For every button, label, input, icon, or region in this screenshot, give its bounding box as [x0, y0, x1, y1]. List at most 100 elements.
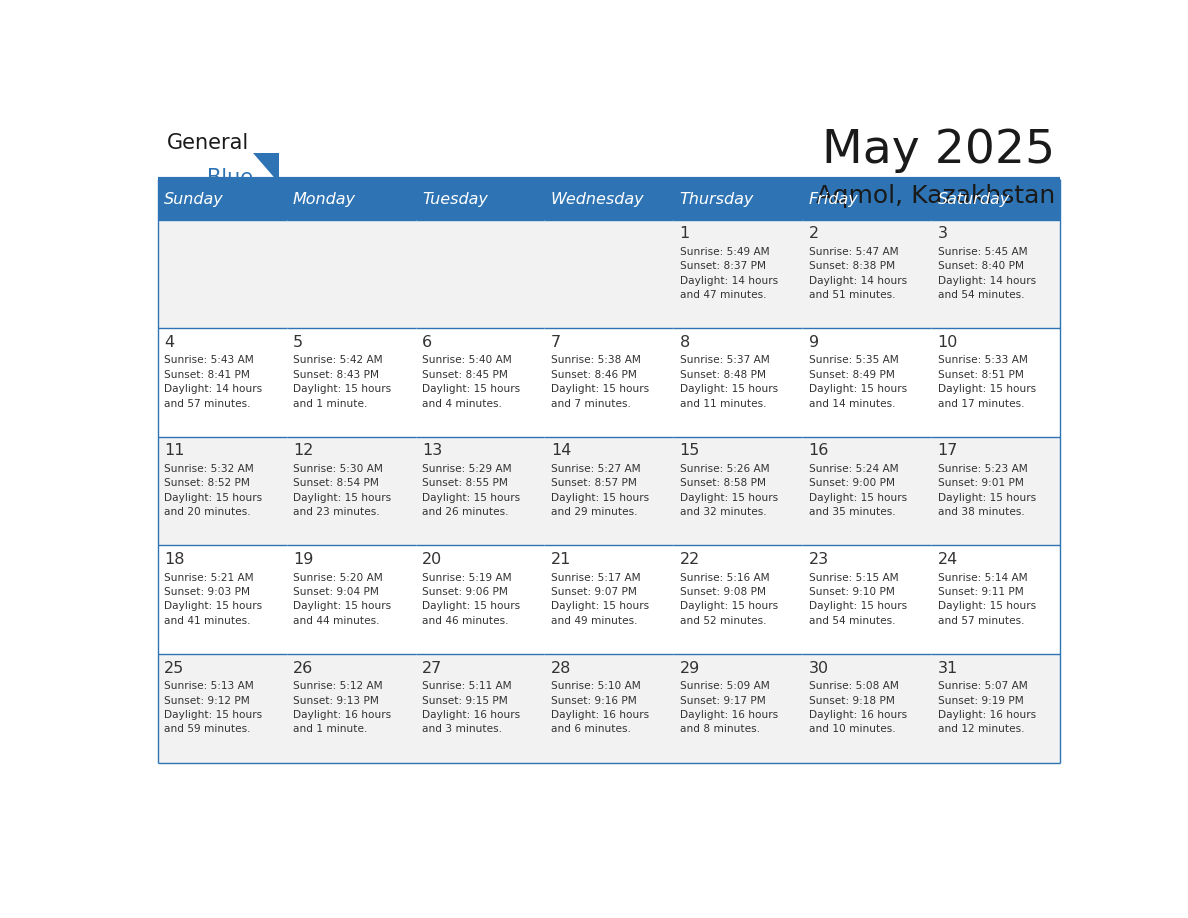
- Bar: [674, 329, 802, 437]
- Text: Sunrise: 5:10 AM
Sunset: 9:16 PM
Daylight: 16 hours
and 6 minutes.: Sunrise: 5:10 AM Sunset: 9:16 PM Dayligh…: [551, 681, 649, 734]
- Bar: [544, 545, 674, 654]
- Text: Sunrise: 5:14 AM
Sunset: 9:11 PM
Daylight: 15 hours
and 57 minutes.: Sunrise: 5:14 AM Sunset: 9:11 PM Dayligh…: [937, 573, 1036, 626]
- Bar: [286, 654, 416, 763]
- Bar: [674, 545, 802, 654]
- Text: 24: 24: [937, 552, 958, 567]
- Text: 5: 5: [293, 335, 303, 350]
- Bar: [802, 329, 931, 437]
- Text: Sunrise: 5:35 AM
Sunset: 8:49 PM
Daylight: 15 hours
and 14 minutes.: Sunrise: 5:35 AM Sunset: 8:49 PM Dayligh…: [809, 355, 906, 409]
- Bar: [416, 329, 544, 437]
- Bar: [931, 437, 1060, 545]
- Text: Sunrise: 5:21 AM
Sunset: 9:03 PM
Daylight: 15 hours
and 41 minutes.: Sunrise: 5:21 AM Sunset: 9:03 PM Dayligh…: [164, 573, 263, 626]
- Text: 31: 31: [937, 661, 958, 676]
- Bar: [544, 437, 674, 545]
- Text: Tuesday: Tuesday: [422, 192, 488, 207]
- Bar: [416, 654, 544, 763]
- Bar: [158, 437, 286, 545]
- Text: Sunday: Sunday: [164, 192, 223, 207]
- Text: Thursday: Thursday: [680, 192, 754, 207]
- Bar: [674, 437, 802, 545]
- Text: 15: 15: [680, 443, 700, 458]
- Text: Blue: Blue: [207, 168, 253, 188]
- Bar: [158, 329, 286, 437]
- Text: 12: 12: [293, 443, 314, 458]
- Text: 4: 4: [164, 335, 175, 350]
- Text: 29: 29: [680, 661, 700, 676]
- Bar: [286, 179, 416, 219]
- Bar: [286, 545, 416, 654]
- Bar: [158, 654, 286, 763]
- Bar: [802, 545, 931, 654]
- Text: Sunrise: 5:23 AM
Sunset: 9:01 PM
Daylight: 15 hours
and 38 minutes.: Sunrise: 5:23 AM Sunset: 9:01 PM Dayligh…: [937, 464, 1036, 517]
- Text: 2: 2: [809, 226, 819, 241]
- Text: 28: 28: [551, 661, 571, 676]
- Bar: [802, 437, 931, 545]
- Text: Sunrise: 5:42 AM
Sunset: 8:43 PM
Daylight: 15 hours
and 1 minute.: Sunrise: 5:42 AM Sunset: 8:43 PM Dayligh…: [293, 355, 391, 409]
- Text: 21: 21: [551, 552, 571, 567]
- Text: 7: 7: [551, 335, 561, 350]
- Bar: [802, 654, 931, 763]
- Bar: [416, 437, 544, 545]
- Bar: [286, 219, 416, 329]
- Bar: [674, 654, 802, 763]
- Text: 11: 11: [164, 443, 184, 458]
- Text: Sunrise: 5:26 AM
Sunset: 8:58 PM
Daylight: 15 hours
and 32 minutes.: Sunrise: 5:26 AM Sunset: 8:58 PM Dayligh…: [680, 464, 778, 517]
- Text: General: General: [166, 133, 249, 153]
- Text: Sunrise: 5:13 AM
Sunset: 9:12 PM
Daylight: 15 hours
and 59 minutes.: Sunrise: 5:13 AM Sunset: 9:12 PM Dayligh…: [164, 681, 263, 734]
- Text: Sunrise: 5:15 AM
Sunset: 9:10 PM
Daylight: 15 hours
and 54 minutes.: Sunrise: 5:15 AM Sunset: 9:10 PM Dayligh…: [809, 573, 906, 626]
- Text: Sunrise: 5:08 AM
Sunset: 9:18 PM
Daylight: 16 hours
and 10 minutes.: Sunrise: 5:08 AM Sunset: 9:18 PM Dayligh…: [809, 681, 906, 734]
- Text: 8: 8: [680, 335, 690, 350]
- Bar: [674, 179, 802, 219]
- Text: Sunrise: 5:11 AM
Sunset: 9:15 PM
Daylight: 16 hours
and 3 minutes.: Sunrise: 5:11 AM Sunset: 9:15 PM Dayligh…: [422, 681, 520, 734]
- Text: Sunrise: 5:19 AM
Sunset: 9:06 PM
Daylight: 15 hours
and 46 minutes.: Sunrise: 5:19 AM Sunset: 9:06 PM Dayligh…: [422, 573, 520, 626]
- Bar: [544, 219, 674, 329]
- Text: Sunrise: 5:16 AM
Sunset: 9:08 PM
Daylight: 15 hours
and 52 minutes.: Sunrise: 5:16 AM Sunset: 9:08 PM Dayligh…: [680, 573, 778, 626]
- Text: Sunrise: 5:17 AM
Sunset: 9:07 PM
Daylight: 15 hours
and 49 minutes.: Sunrise: 5:17 AM Sunset: 9:07 PM Dayligh…: [551, 573, 649, 626]
- Bar: [931, 654, 1060, 763]
- Text: Wednesday: Wednesday: [551, 192, 644, 207]
- Bar: [158, 219, 286, 329]
- Text: Sunrise: 5:24 AM
Sunset: 9:00 PM
Daylight: 15 hours
and 35 minutes.: Sunrise: 5:24 AM Sunset: 9:00 PM Dayligh…: [809, 464, 906, 517]
- Bar: [674, 219, 802, 329]
- Text: 23: 23: [809, 552, 829, 567]
- Polygon shape: [253, 152, 279, 183]
- Bar: [544, 329, 674, 437]
- Text: 13: 13: [422, 443, 442, 458]
- Text: 25: 25: [164, 661, 184, 676]
- Bar: [416, 179, 544, 219]
- Bar: [931, 219, 1060, 329]
- Text: Sunrise: 5:09 AM
Sunset: 9:17 PM
Daylight: 16 hours
and 8 minutes.: Sunrise: 5:09 AM Sunset: 9:17 PM Dayligh…: [680, 681, 778, 734]
- Text: 22: 22: [680, 552, 700, 567]
- Text: 3: 3: [937, 226, 948, 241]
- Text: Sunrise: 5:20 AM
Sunset: 9:04 PM
Daylight: 15 hours
and 44 minutes.: Sunrise: 5:20 AM Sunset: 9:04 PM Dayligh…: [293, 573, 391, 626]
- Bar: [286, 437, 416, 545]
- Bar: [544, 179, 674, 219]
- Text: Monday: Monday: [293, 192, 356, 207]
- Text: 16: 16: [809, 443, 829, 458]
- Bar: [931, 545, 1060, 654]
- Text: 26: 26: [293, 661, 314, 676]
- Bar: [802, 179, 931, 219]
- Text: Sunrise: 5:38 AM
Sunset: 8:46 PM
Daylight: 15 hours
and 7 minutes.: Sunrise: 5:38 AM Sunset: 8:46 PM Dayligh…: [551, 355, 649, 409]
- Text: Sunrise: 5:32 AM
Sunset: 8:52 PM
Daylight: 15 hours
and 20 minutes.: Sunrise: 5:32 AM Sunset: 8:52 PM Dayligh…: [164, 464, 263, 517]
- Text: 14: 14: [551, 443, 571, 458]
- Text: Sunrise: 5:12 AM
Sunset: 9:13 PM
Daylight: 16 hours
and 1 minute.: Sunrise: 5:12 AM Sunset: 9:13 PM Dayligh…: [293, 681, 391, 734]
- Text: 20: 20: [422, 552, 442, 567]
- Text: Sunrise: 5:49 AM
Sunset: 8:37 PM
Daylight: 14 hours
and 47 minutes.: Sunrise: 5:49 AM Sunset: 8:37 PM Dayligh…: [680, 247, 778, 300]
- Text: May 2025: May 2025: [822, 128, 1055, 173]
- Text: 19: 19: [293, 552, 314, 567]
- Bar: [931, 329, 1060, 437]
- Text: Sunrise: 5:47 AM
Sunset: 8:38 PM
Daylight: 14 hours
and 51 minutes.: Sunrise: 5:47 AM Sunset: 8:38 PM Dayligh…: [809, 247, 906, 300]
- Text: Sunrise: 5:29 AM
Sunset: 8:55 PM
Daylight: 15 hours
and 26 minutes.: Sunrise: 5:29 AM Sunset: 8:55 PM Dayligh…: [422, 464, 520, 517]
- Text: 1: 1: [680, 226, 690, 241]
- Bar: [931, 179, 1060, 219]
- Text: 27: 27: [422, 661, 442, 676]
- Text: Sunrise: 5:43 AM
Sunset: 8:41 PM
Daylight: 14 hours
and 57 minutes.: Sunrise: 5:43 AM Sunset: 8:41 PM Dayligh…: [164, 355, 263, 409]
- Text: 18: 18: [164, 552, 184, 567]
- Bar: [158, 545, 286, 654]
- Text: Aqmol, Kazakhstan: Aqmol, Kazakhstan: [816, 185, 1055, 208]
- Text: Sunrise: 5:37 AM
Sunset: 8:48 PM
Daylight: 15 hours
and 11 minutes.: Sunrise: 5:37 AM Sunset: 8:48 PM Dayligh…: [680, 355, 778, 409]
- Text: 6: 6: [422, 335, 432, 350]
- Text: Sunrise: 5:45 AM
Sunset: 8:40 PM
Daylight: 14 hours
and 54 minutes.: Sunrise: 5:45 AM Sunset: 8:40 PM Dayligh…: [937, 247, 1036, 300]
- Bar: [286, 329, 416, 437]
